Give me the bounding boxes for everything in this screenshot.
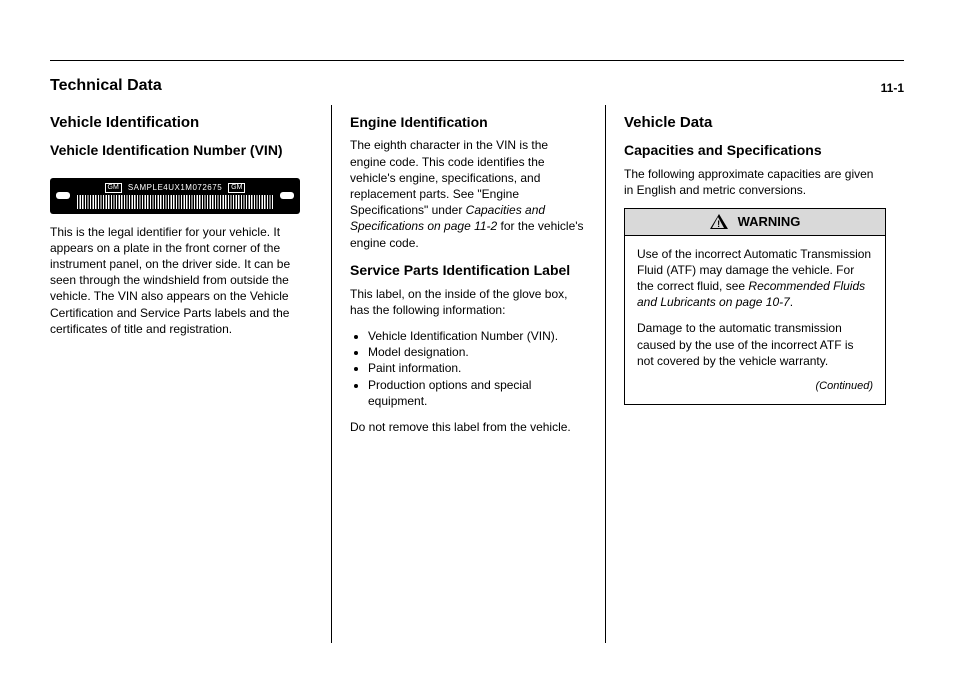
col-b-subtitle-1: Engine Identification xyxy=(350,113,587,132)
section-title: Technical Data xyxy=(50,75,162,97)
col-a-para-1: This is the legal identifier for your ve… xyxy=(50,224,313,337)
col-c-subtitle: Capacities and Specifications xyxy=(624,141,886,160)
vin-logo-left: GM xyxy=(105,183,122,193)
col-b-para-2: This label, on the inside of the glove b… xyxy=(350,286,587,318)
vin-plate-graphic: GM SAMPLE4UX1M072675 GM xyxy=(50,178,300,214)
warning-box: ! WARNING Use of the incorrect Automatic… xyxy=(624,208,886,405)
col-a-title: Vehicle Identification xyxy=(50,113,313,133)
col-b-para-3: Do not remove this label from the vehicl… xyxy=(350,419,587,435)
col-b-subtitle-2: Service Parts Identification Label xyxy=(350,261,587,280)
col-c-para-1: The following approximate capacities are… xyxy=(624,166,886,198)
col-b-list-item: Model designation. xyxy=(368,344,587,360)
page-number: 11-1 xyxy=(881,80,904,96)
col-b-list-item: Paint information. xyxy=(368,360,587,376)
col-b-para-1: The eighth character in the VIN is the e… xyxy=(350,137,587,250)
warning-triangle-icon: ! xyxy=(710,214,728,229)
warning-label: WARNING xyxy=(738,213,801,231)
vin-sample-text: SAMPLE4UX1M072675 xyxy=(128,183,222,194)
vin-logo-right: GM xyxy=(228,183,245,193)
col-a-subtitle: Vehicle Identification Number (VIN) xyxy=(50,141,313,160)
warning-para-2: Damage to the automatic transmission cau… xyxy=(637,320,873,369)
vin-barcode xyxy=(77,195,273,209)
col-b-list-item: Vehicle Identification Number (VIN). xyxy=(368,328,587,344)
warning-continued: (Continued) xyxy=(637,379,873,394)
col-c-title: Vehicle Data xyxy=(624,113,886,133)
warning-para-1: Use of the incorrect Automatic Transmiss… xyxy=(637,246,873,311)
col-b-list-item: Production options and special equipment… xyxy=(368,377,587,409)
warning-header: ! WARNING xyxy=(625,209,885,236)
